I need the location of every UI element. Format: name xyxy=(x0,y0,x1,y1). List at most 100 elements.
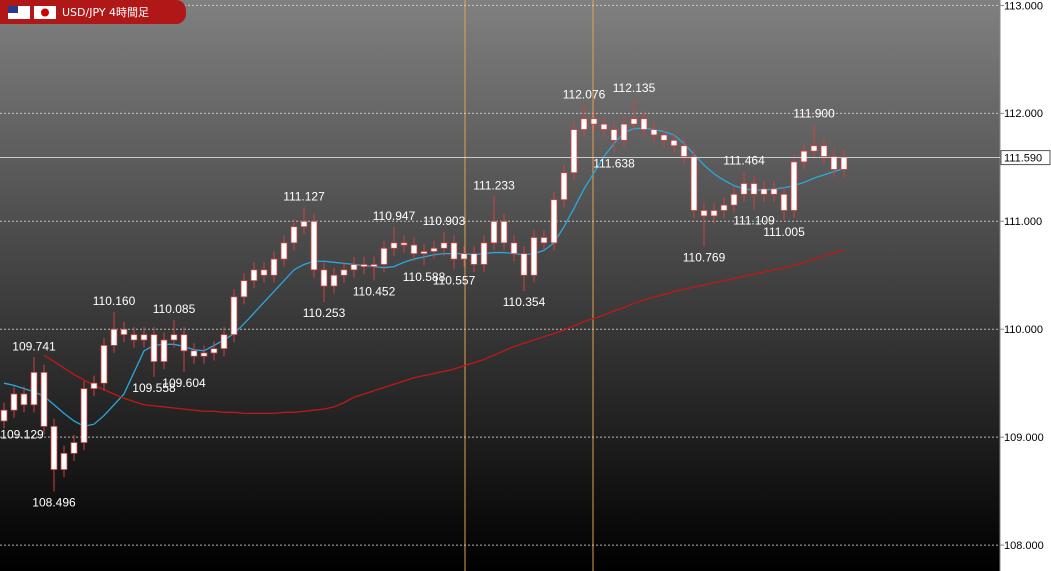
candle-body xyxy=(380,247,388,265)
candle-body xyxy=(640,118,648,130)
candle-body xyxy=(120,328,128,336)
plot: 109.129 109.741 108.496 110.160 109.558 110.0… xyxy=(0,4,1000,546)
candle-body xyxy=(500,220,508,244)
candle-body xyxy=(680,145,688,157)
candle-body xyxy=(190,350,198,357)
candle-body xyxy=(270,258,278,276)
price-annotation: 110.769 xyxy=(683,250,726,264)
candle-body xyxy=(130,334,138,341)
price-annotation: 112.135 xyxy=(613,81,656,95)
candle-body xyxy=(790,161,798,211)
candle-body xyxy=(230,296,238,336)
y-tick-label: 112.000 xyxy=(1004,108,1043,120)
candle-body xyxy=(710,210,718,217)
candle-body xyxy=(0,409,8,422)
candle-body xyxy=(730,193,738,206)
candle-body xyxy=(50,425,58,470)
price-annotation: 109.129 xyxy=(0,427,44,441)
candle-body xyxy=(350,264,358,271)
candle-body xyxy=(840,157,848,170)
price-annotation: 111.109 xyxy=(733,214,775,228)
candle-body xyxy=(40,371,48,427)
candle-body xyxy=(650,129,658,136)
candle-body xyxy=(300,220,308,228)
candle-body xyxy=(530,237,538,276)
candle-body xyxy=(440,242,448,249)
moving-average-line xyxy=(43,249,845,415)
price-annotation: 110.903 xyxy=(423,214,466,228)
candle-body xyxy=(630,118,638,125)
candle-body xyxy=(240,280,248,298)
candle-body xyxy=(450,242,458,260)
candle-body xyxy=(320,269,328,287)
candle-body xyxy=(220,334,228,350)
price-annotation: 112.076 xyxy=(563,87,606,101)
candle-body xyxy=(620,123,628,141)
candle-body xyxy=(170,334,178,341)
candle-body xyxy=(460,253,468,260)
candle-body xyxy=(250,269,258,282)
candle-body xyxy=(370,264,378,268)
candle-body xyxy=(490,220,498,244)
price-annotation: 111.127 xyxy=(283,190,325,204)
price-annotation: 109.741 xyxy=(12,339,56,353)
candle-body xyxy=(200,352,208,357)
candle-body xyxy=(590,118,598,125)
candle-body xyxy=(580,118,588,130)
candle-body xyxy=(520,253,528,276)
last-price-label: 111.590 xyxy=(1004,152,1042,164)
price-annotation: 108.496 xyxy=(32,496,76,510)
candle-body xyxy=(670,139,678,147)
price-annotation: 110.354 xyxy=(503,295,546,309)
candle-body xyxy=(110,328,118,346)
candle-body xyxy=(360,264,368,268)
price-annotation: 111.233 xyxy=(473,178,515,192)
candle-body xyxy=(150,334,158,362)
candle-body xyxy=(210,348,218,354)
flag-jp-disc xyxy=(41,8,49,17)
price-annotation: 111.638 xyxy=(593,157,635,171)
candle-body xyxy=(760,188,768,195)
y-tick-label: 109.000 xyxy=(1004,432,1044,444)
candle-body xyxy=(10,393,18,411)
candle-body xyxy=(330,274,338,287)
y-tick-label: 110.000 xyxy=(1004,324,1043,336)
candle-body xyxy=(720,204,728,211)
candle-body xyxy=(280,242,288,260)
price-annotation: 110.588 xyxy=(403,270,446,284)
candle-body xyxy=(100,345,108,384)
candle-body xyxy=(390,242,398,249)
candle-body xyxy=(20,393,28,406)
candle-body xyxy=(80,388,88,443)
price-annotation: 110.160 xyxy=(93,294,136,308)
price-annotation: 110.085 xyxy=(153,302,196,316)
y-tick-label: 108.000 xyxy=(1004,540,1044,552)
candle-body xyxy=(60,452,68,470)
candle-body xyxy=(400,242,408,246)
candle-body xyxy=(660,134,668,141)
price-annotation: 111.900 xyxy=(793,106,835,120)
last-price-box xyxy=(1000,150,1051,166)
title-badge: USD/JPY 4時間足 xyxy=(0,0,186,24)
candle-body xyxy=(90,382,98,389)
candle-body xyxy=(160,339,168,362)
candle-body xyxy=(560,172,568,201)
candle-body xyxy=(30,371,38,406)
price-annotation: 111.464 xyxy=(723,153,765,167)
candle-body xyxy=(70,442,78,454)
price-annotation: 111.005 xyxy=(763,225,805,239)
candle-body xyxy=(340,269,348,276)
candle-body xyxy=(540,237,548,244)
candle-body xyxy=(820,145,828,157)
y-tick-label: 113.000 xyxy=(1004,0,1043,12)
flag-us-canton xyxy=(8,6,18,13)
candle-body xyxy=(410,244,418,255)
candle-body xyxy=(810,145,818,152)
candle-body xyxy=(700,210,708,217)
candle-body xyxy=(260,269,268,276)
y-tick-label: 111.000 xyxy=(1004,216,1042,228)
candle-body xyxy=(830,156,838,170)
candle-body xyxy=(180,334,188,352)
axis-background xyxy=(1000,0,1051,571)
